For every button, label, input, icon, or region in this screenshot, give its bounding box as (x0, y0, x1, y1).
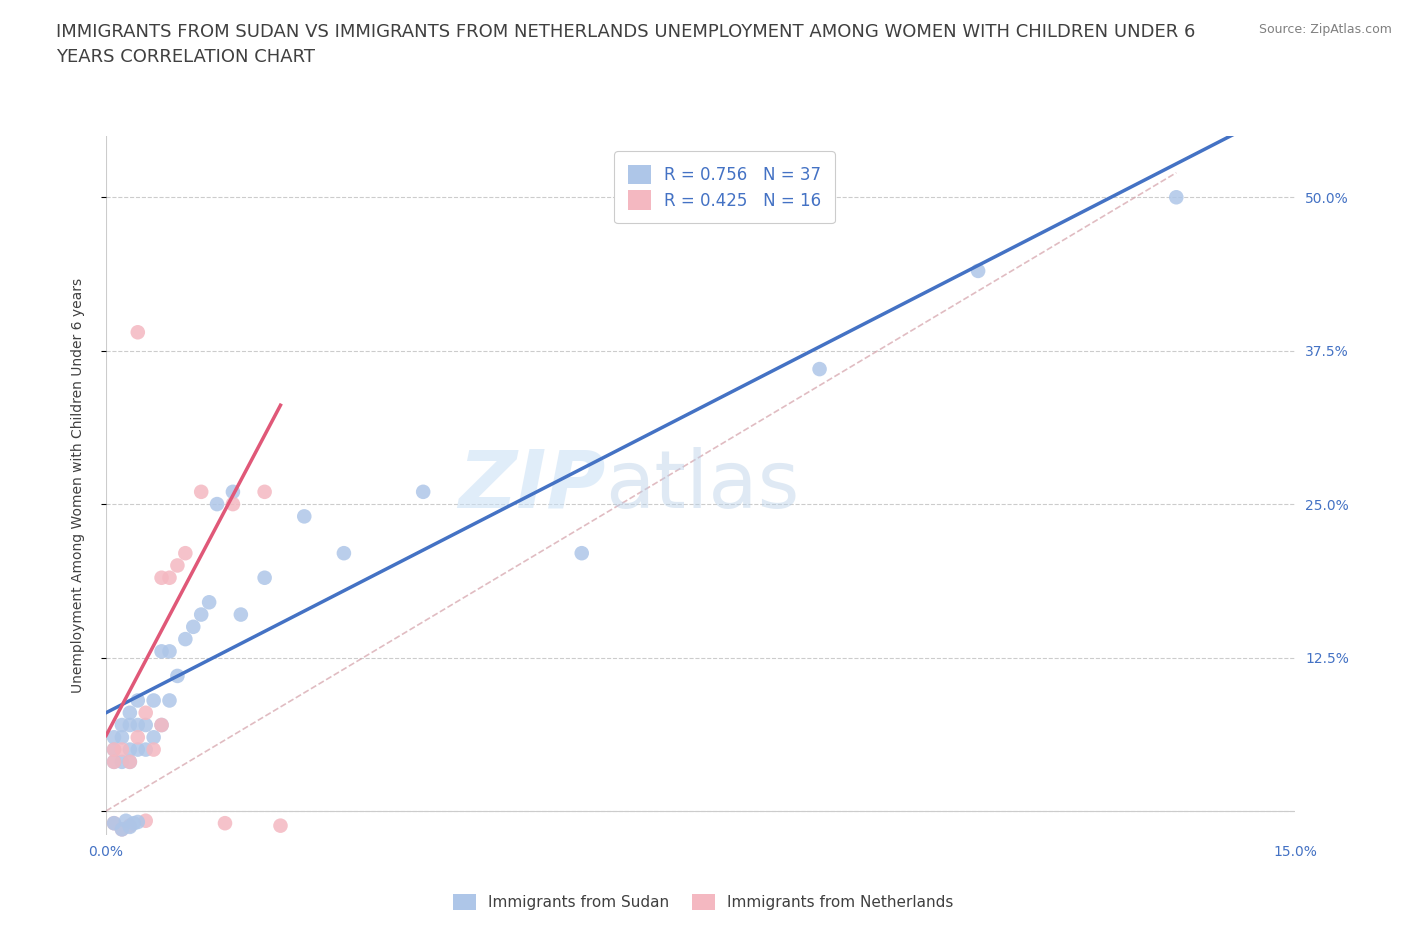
Point (190, 607, 212, 622)
Point (269, 818, 291, 833)
Point (127, 718, 149, 733)
Point (103, 816, 125, 830)
Point (111, 730, 134, 745)
Point (135, 814, 157, 829)
Point (111, 822, 134, 837)
Point (103, 816, 125, 830)
Y-axis label: Unemployment Among Women with Children Under 6 years: Unemployment Among Women with Children U… (72, 278, 86, 693)
Point (1166, 190, 1188, 205)
Point (253, 570, 276, 585)
Point (159, 644, 181, 658)
Point (127, 693, 149, 708)
Legend: R = 0.756   N = 37, R = 0.425   N = 16: R = 0.756 N = 37, R = 0.425 N = 16 (614, 152, 835, 223)
Point (174, 631, 197, 646)
Point (214, 816, 236, 830)
Point (253, 485, 276, 499)
Point (118, 742, 141, 757)
Point (166, 669, 188, 684)
Point (118, 754, 141, 769)
Point (111, 718, 134, 733)
Point (166, 558, 188, 573)
Point (159, 693, 181, 708)
Point (142, 742, 165, 757)
Point (103, 754, 125, 769)
Point (118, 754, 141, 769)
Point (150, 644, 173, 658)
Point (135, 742, 157, 757)
Point (127, 325, 149, 339)
Point (111, 822, 134, 837)
Point (150, 570, 173, 585)
Point (103, 742, 125, 757)
Point (118, 718, 141, 733)
Point (174, 546, 197, 561)
Text: ZIP: ZIP (458, 446, 606, 525)
Point (103, 730, 125, 745)
Point (967, 263, 990, 278)
Point (333, 546, 356, 561)
Point (205, 497, 228, 512)
Point (127, 815, 149, 830)
Point (222, 497, 245, 512)
Point (181, 619, 204, 634)
Point (412, 485, 434, 499)
Point (127, 730, 149, 745)
Point (118, 705, 141, 720)
Point (135, 705, 157, 720)
Point (103, 742, 125, 757)
Point (222, 485, 245, 499)
Point (150, 718, 173, 733)
Point (103, 754, 125, 769)
Point (190, 485, 212, 499)
Point (159, 570, 181, 585)
Point (135, 718, 157, 733)
Point (115, 814, 138, 829)
Point (111, 742, 134, 757)
Point (198, 595, 221, 610)
Text: atlas: atlas (606, 446, 800, 525)
Point (127, 742, 149, 757)
Point (142, 730, 165, 745)
Point (142, 693, 165, 708)
Text: Source: ZipAtlas.com: Source: ZipAtlas.com (1258, 23, 1392, 36)
Point (292, 509, 315, 524)
Point (229, 607, 252, 622)
Legend: Immigrants from Sudan, Immigrants from Netherlands: Immigrants from Sudan, Immigrants from N… (446, 886, 960, 918)
Point (808, 362, 831, 377)
Point (150, 718, 173, 733)
Point (122, 816, 145, 830)
Point (118, 819, 141, 834)
Point (111, 754, 134, 769)
Point (118, 818, 141, 833)
Text: IMMIGRANTS FROM SUDAN VS IMMIGRANTS FROM NETHERLANDS UNEMPLOYMENT AMONG WOMEN WI: IMMIGRANTS FROM SUDAN VS IMMIGRANTS FROM… (56, 23, 1195, 66)
Point (571, 546, 593, 561)
